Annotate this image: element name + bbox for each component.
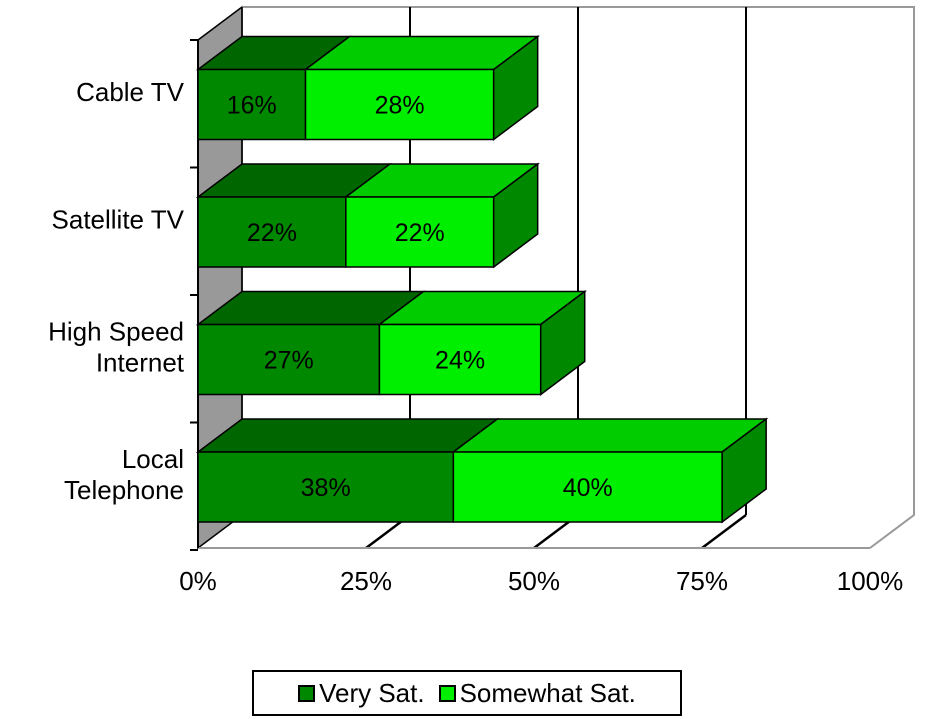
category-label-2-1: Internet — [96, 348, 185, 378]
floor-gridline-75 — [701, 514, 747, 549]
bar-0-3 — [197, 451, 455, 523]
legend-item-somewhat-sat: Somewhat Sat. — [438, 677, 636, 709]
category-label-3-1: Telephone — [64, 475, 184, 505]
bar-side-0 — [492, 35, 539, 141]
bar-top-1-3 — [451, 418, 769, 453]
x-tick-label-100: 100% — [837, 566, 904, 596]
category-label-3-0: Local — [122, 444, 184, 474]
data-label-0-1: 22% — [247, 219, 297, 247]
legend-label-very-sat: Very Sat. — [319, 677, 425, 708]
legend-label-somewhat-sat: Somewhat Sat. — [459, 677, 636, 708]
x-tick-label-0: 0% — [179, 566, 217, 596]
data-label-1-1: 22% — [395, 219, 445, 247]
legend-swatch-somewhat-sat — [438, 684, 456, 702]
bar-top-0-3 — [195, 418, 500, 453]
category-label-0-0: Cable TV — [76, 77, 185, 107]
data-label-0-2: 27% — [264, 347, 314, 375]
legend: Very Sat. Somewhat Sat. — [252, 670, 682, 716]
data-label-0-0: 16% — [227, 92, 277, 120]
x-tick-label-25: 25% — [340, 566, 392, 596]
bar-side-1 — [492, 162, 539, 269]
data-label-1-2: 24% — [435, 347, 485, 375]
bar-0-2 — [197, 323, 381, 396]
data-label-1-3: 40% — [563, 474, 613, 502]
legend-item-very-sat: Very Sat. — [298, 678, 425, 709]
bar-1-0 — [304, 68, 495, 141]
bar-side-2 — [539, 290, 586, 396]
data-label-1-0: 28% — [375, 92, 425, 120]
category-label-2-0: High Speed — [48, 317, 184, 347]
legend-swatch-very-sat — [298, 684, 316, 702]
x-tick-label-75: 75% — [676, 566, 728, 596]
bar-0-1 — [197, 196, 347, 268]
bar-side-3 — [721, 417, 767, 524]
category-label-1-0: Satellite TV — [52, 205, 185, 235]
labels: 0% 25% 50% 75% 100% Cable TV Satellite TV High … — [48, 77, 903, 596]
bar-1-3 — [452, 451, 723, 523]
data-label-0-3: 38% — [301, 474, 351, 502]
bars — [195, 35, 769, 524]
bar-0-0 — [197, 68, 307, 141]
x-tick-label-50: 50% — [508, 566, 560, 596]
